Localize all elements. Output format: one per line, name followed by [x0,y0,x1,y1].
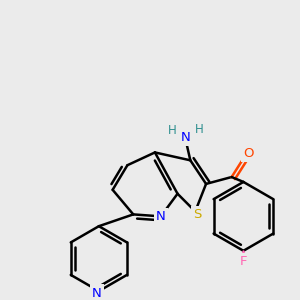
Text: N: N [181,131,190,144]
Text: S: S [193,208,201,221]
Text: N: N [92,286,102,300]
Text: F: F [240,255,247,268]
Text: H: H [168,124,177,137]
Text: O: O [243,147,254,160]
Text: H: H [195,123,203,136]
Text: N: N [156,210,166,223]
